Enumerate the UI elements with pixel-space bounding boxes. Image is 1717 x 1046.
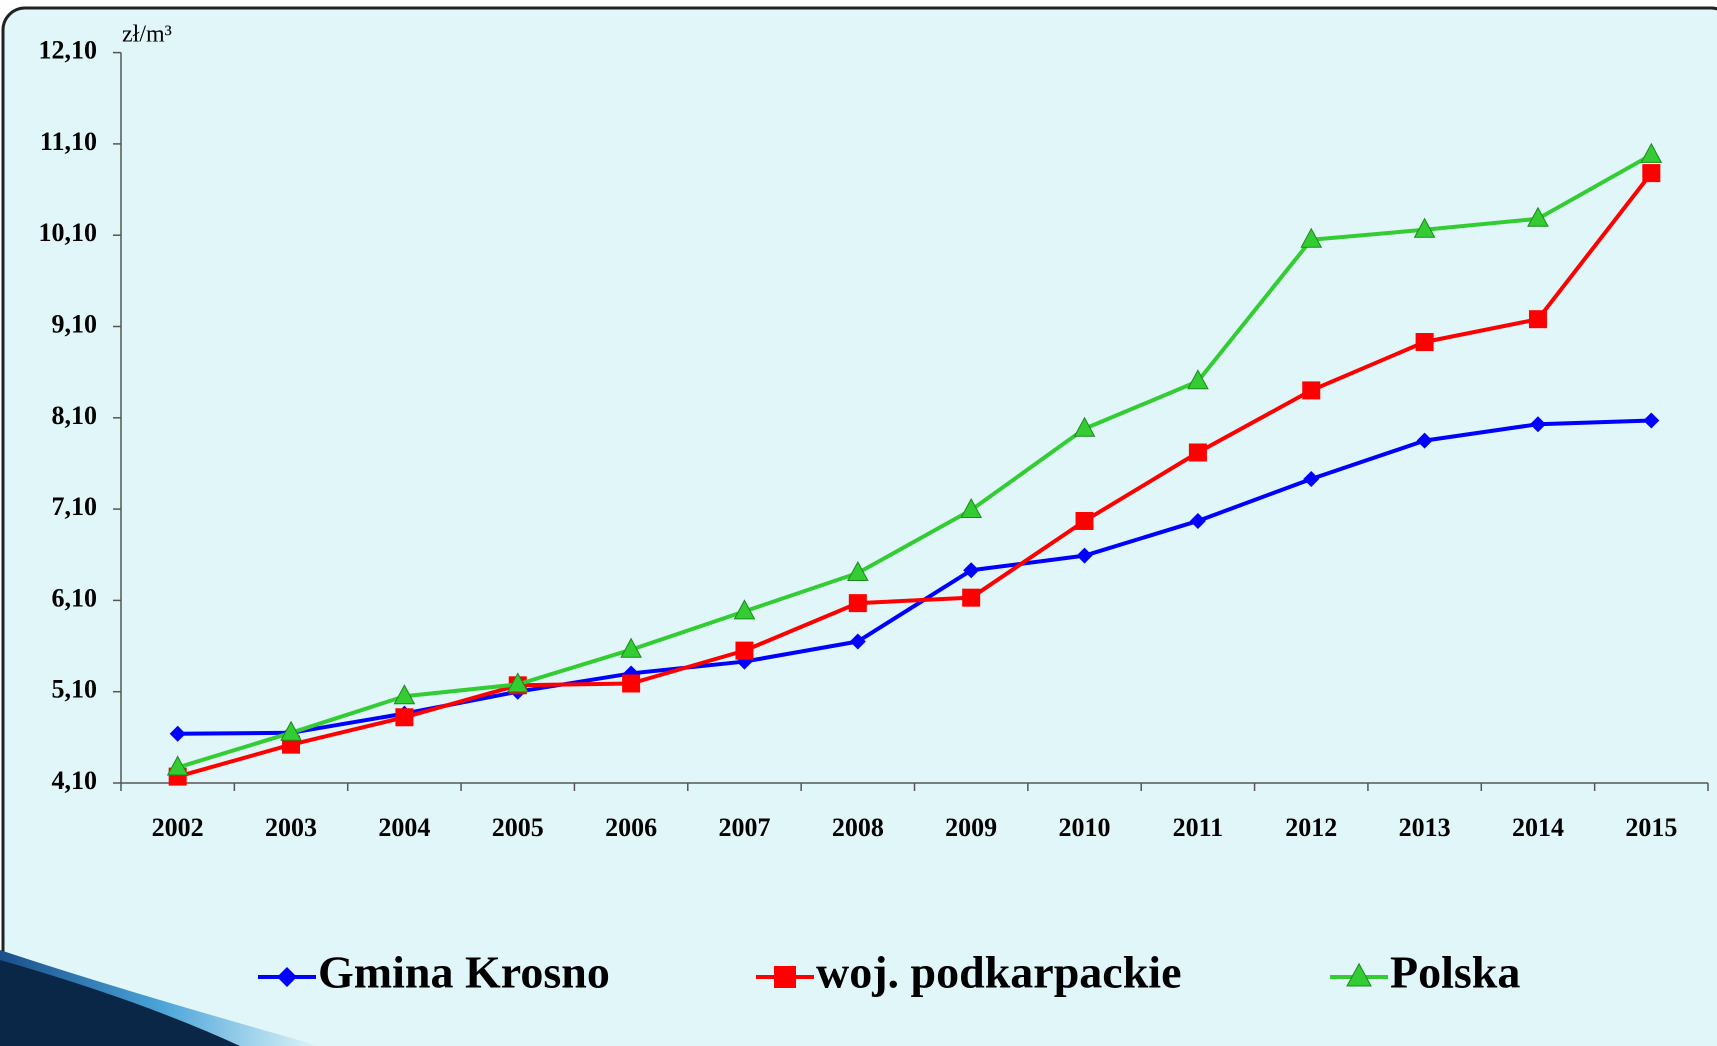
x-tick-label: 2012 — [1285, 813, 1337, 842]
x-tick-label: 2009 — [945, 813, 997, 842]
marker — [1300, 227, 1323, 248]
legend-marker — [1346, 962, 1372, 987]
x-tick-label: 2010 — [1059, 813, 1111, 842]
marker — [1187, 369, 1209, 390]
legend-marker — [277, 967, 297, 987]
marker — [166, 755, 189, 776]
y-tick-label: 5,10 — [52, 675, 98, 704]
legend-marker — [774, 966, 796, 988]
y-tick-label: 9,10 — [52, 309, 98, 338]
decoration — [0, 960, 240, 1046]
marker — [1302, 381, 1321, 400]
marker — [1076, 547, 1093, 564]
marker — [962, 588, 981, 607]
marker — [1642, 164, 1661, 183]
marker — [1529, 416, 1546, 433]
marker — [848, 594, 867, 613]
x-tick-label: 2011 — [1173, 813, 1224, 842]
x-tick-label: 2014 — [1512, 813, 1564, 842]
marker — [1527, 206, 1549, 227]
series-line — [177, 153, 1653, 770]
marker — [733, 599, 756, 620]
y-tick-label: 11,10 — [40, 127, 97, 156]
marker — [393, 684, 416, 705]
x-tick-label: 2002 — [152, 813, 204, 842]
x-tick-label: 2013 — [1399, 813, 1451, 842]
marker — [622, 674, 641, 693]
y-tick-label: 12,10 — [39, 36, 98, 65]
y-tick-label: 6,10 — [52, 583, 98, 612]
y-tick-label: 10,10 — [39, 218, 98, 247]
x-tick-label: 2004 — [378, 813, 430, 842]
series-line — [177, 171, 1653, 779]
marker — [1640, 142, 1663, 163]
marker — [506, 672, 529, 693]
marker — [395, 708, 414, 727]
marker — [1643, 412, 1660, 429]
x-tick-label: 2007 — [718, 813, 770, 842]
marker — [1073, 416, 1096, 437]
marker — [1528, 310, 1547, 329]
x-tick-label: 2006 — [605, 813, 657, 842]
marker — [849, 633, 866, 650]
marker — [846, 560, 869, 582]
marker — [735, 641, 754, 660]
y-tick-label: 8,10 — [52, 401, 98, 430]
marker — [1413, 217, 1436, 238]
y-tick-label: 4,10 — [52, 766, 98, 795]
marker — [960, 497, 983, 519]
legend-label: Polska — [1390, 947, 1520, 998]
marker — [1303, 470, 1320, 487]
x-tick-label: 2005 — [492, 813, 544, 842]
marker — [620, 637, 642, 658]
x-tick-label: 2015 — [1625, 813, 1677, 842]
y-tick-label: 7,10 — [52, 492, 98, 521]
y-axis-label: zł/m³ — [122, 22, 172, 48]
background — [1, 6, 1717, 1046]
marker — [963, 562, 980, 579]
legend-label: Gmina Krosno — [318, 947, 610, 998]
x-tick-label: 2003 — [265, 813, 317, 842]
x-tick-label: 2008 — [832, 813, 884, 842]
marker — [169, 725, 186, 742]
marker — [1075, 511, 1094, 530]
marker — [1189, 512, 1206, 529]
marker — [1415, 333, 1434, 352]
marker — [280, 720, 302, 741]
legend-label: woj. podkarpackie — [816, 947, 1181, 998]
marker — [1188, 443, 1207, 462]
marker — [1416, 432, 1433, 449]
